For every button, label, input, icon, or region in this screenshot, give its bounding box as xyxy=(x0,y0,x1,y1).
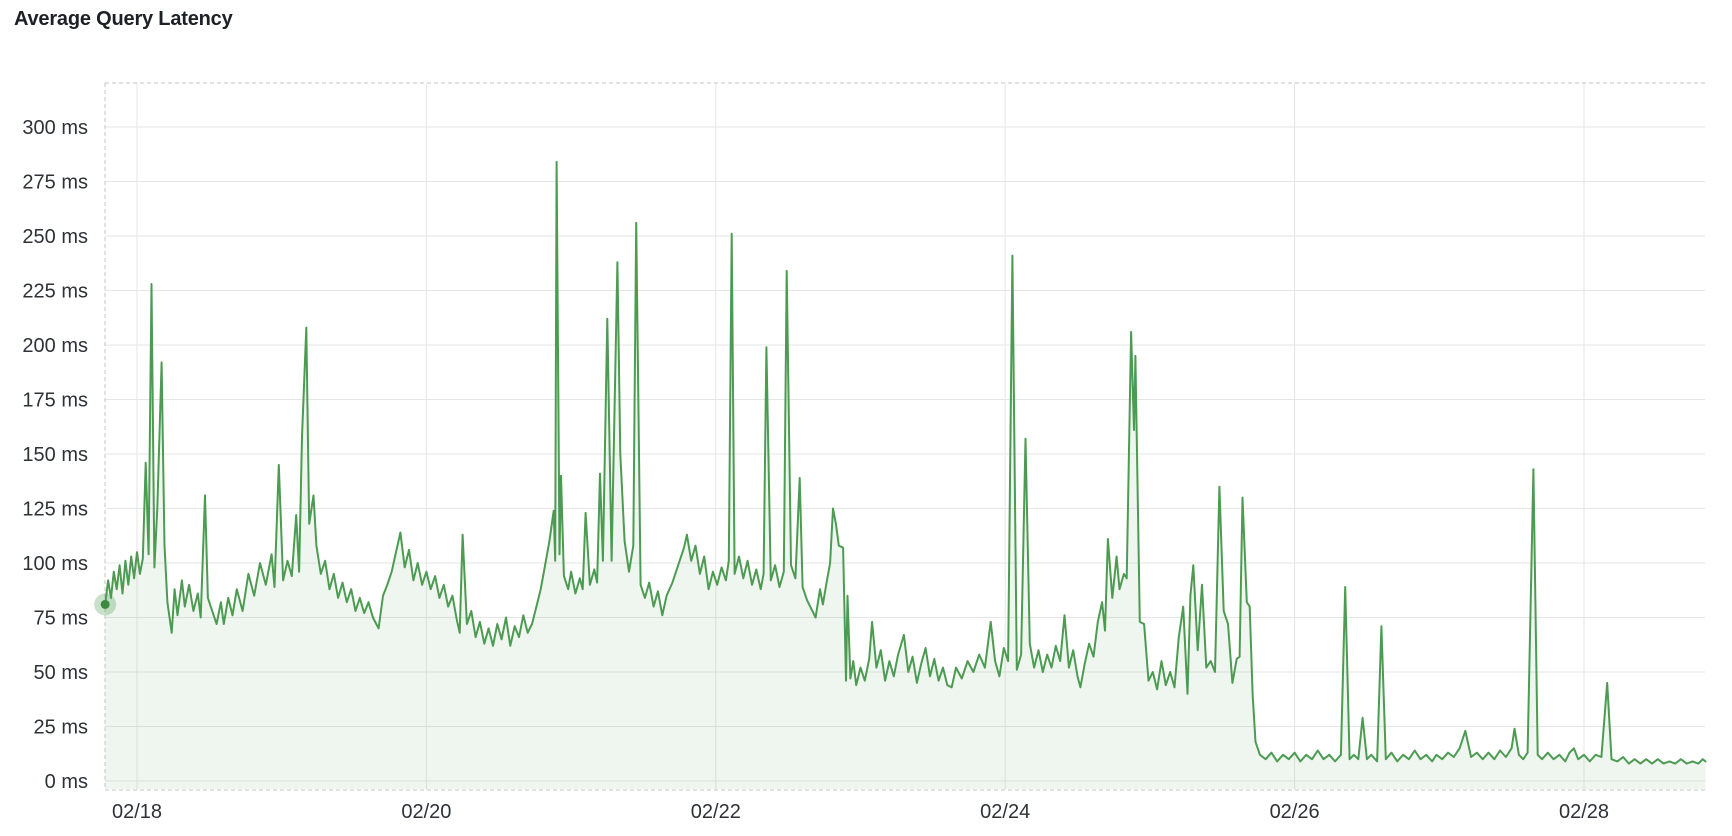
chart-title: Average Query Latency xyxy=(14,8,233,30)
y-axis-tick-label: 50 ms xyxy=(34,662,88,684)
y-axis-tick-label: 275 ms xyxy=(22,172,88,194)
y-axis-tick-label: 225 ms xyxy=(22,281,88,303)
y-axis-tick-label: 175 ms xyxy=(22,390,88,412)
y-axis-tick-label: 25 ms xyxy=(34,717,88,739)
x-axis-tick-label: 02/26 xyxy=(1270,801,1320,823)
x-axis-tick-label: 02/20 xyxy=(401,801,451,823)
y-axis-tick-label: 100 ms xyxy=(22,553,88,575)
x-axis-tick-label: 02/18 xyxy=(112,801,162,823)
y-axis-tick-label: 0 ms xyxy=(45,771,88,793)
series-line xyxy=(104,160,1707,765)
y-axis-tick-label: 125 ms xyxy=(22,499,88,521)
y-axis-tick-label: 300 ms xyxy=(22,117,88,139)
x-axis-tick-label: 02/28 xyxy=(1559,801,1609,823)
y-axis-tick-label: 250 ms xyxy=(22,226,88,248)
y-axis-tick-label: 75 ms xyxy=(34,608,88,630)
y-axis-tick-label: 200 ms xyxy=(22,335,88,357)
series-start-dot xyxy=(100,599,110,609)
series-area xyxy=(105,161,1706,789)
y-axis-tick-label: 150 ms xyxy=(22,444,88,466)
x-axis-tick-label: 02/22 xyxy=(691,801,741,823)
plot-hover-area[interactable] xyxy=(105,83,1705,790)
x-axis-tick-label: 02/24 xyxy=(980,801,1030,823)
